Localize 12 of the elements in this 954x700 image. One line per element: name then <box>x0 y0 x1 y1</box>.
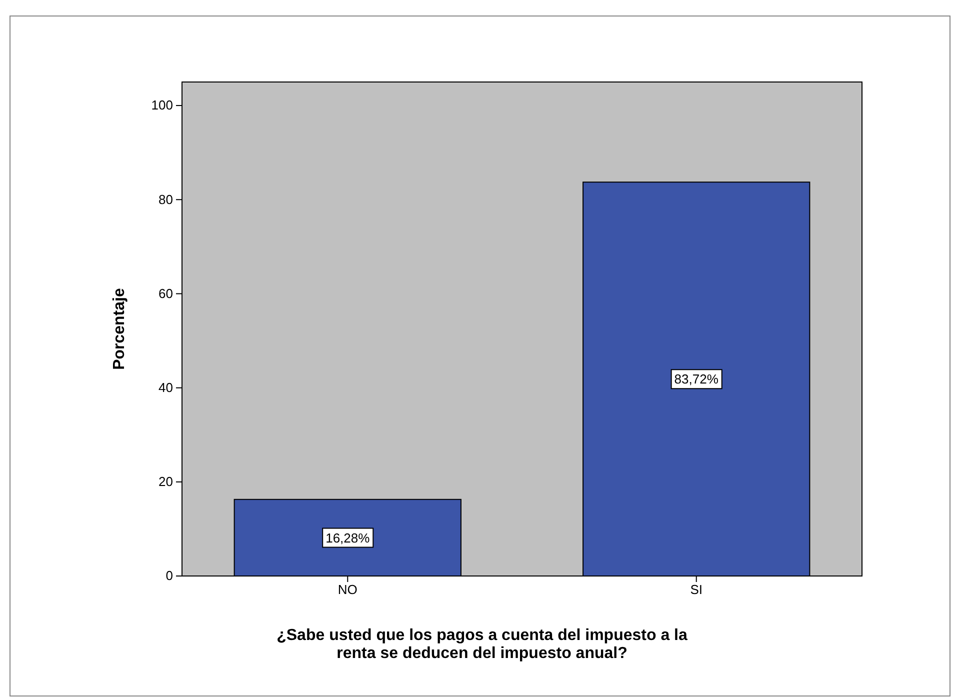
y-tick-label: 0 <box>166 568 173 584</box>
y-tick-label: 40 <box>158 380 173 395</box>
y-tick-label: 20 <box>158 474 173 490</box>
y-tick-label: 60 <box>158 286 173 301</box>
x-axis-title: ¿Sabe usted que los pagos a cuenta del impuesto a la renta se deducen del impuesto anual? <box>276 627 688 662</box>
x-tick-label: SI <box>690 582 703 598</box>
data-label: 83,72% <box>674 372 719 387</box>
y-axis-title: Porcentaje <box>111 288 128 370</box>
y-tick-label: 80 <box>158 192 173 207</box>
data-label: 16,28% <box>326 530 370 546</box>
x-tick-label: NO <box>338 582 358 598</box>
y-tick-label: 100 <box>151 98 173 113</box>
